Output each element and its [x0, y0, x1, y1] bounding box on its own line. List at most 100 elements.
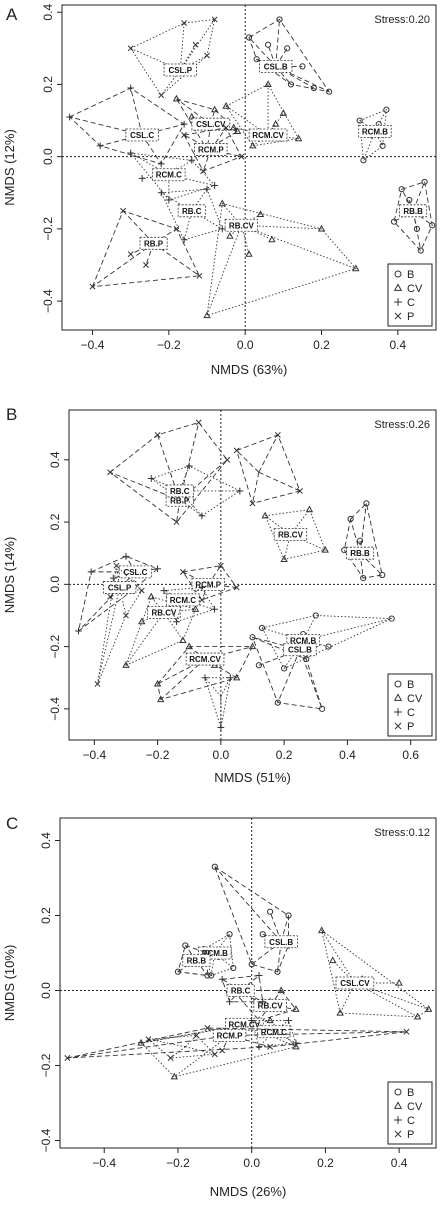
data-point [179, 568, 186, 575]
centroid-label: CSL.C [123, 568, 147, 577]
data-point [145, 1036, 152, 1043]
data-point [204, 52, 210, 59]
data-point [195, 419, 202, 426]
centroid-label: RB.C [170, 487, 190, 496]
data-point [303, 655, 310, 663]
group-spoke [183, 134, 212, 150]
legend-symbol-cross [394, 722, 402, 730]
group-spoke [180, 55, 208, 71]
data-point [347, 515, 354, 523]
data-point [208, 972, 215, 979]
data-point [138, 617, 146, 625]
data-point [424, 1005, 433, 1012]
y-tick-label: −0.4 [41, 289, 55, 313]
data-point [203, 185, 211, 193]
data-point [226, 998, 233, 1006]
centroid-label: RCM.P [198, 145, 224, 154]
stress-label: Stress:0.12 [374, 827, 430, 839]
data-point [143, 262, 149, 268]
data-point [138, 587, 145, 594]
data-point [274, 699, 281, 706]
group-spoke [142, 123, 185, 136]
group-spoke [363, 131, 376, 161]
centroid-label-box [165, 484, 194, 498]
data-point [180, 236, 188, 244]
group-hull [125, 596, 197, 667]
centroid-label-box [139, 236, 168, 250]
group-spoke [241, 224, 357, 270]
centroid-label-box [152, 168, 186, 182]
legend-label: P [407, 311, 414, 323]
data-point [203, 311, 211, 319]
centroid-label: RB.B [403, 207, 423, 216]
data-point [153, 679, 162, 687]
group-unlabeled-9 [145, 1032, 218, 1061]
data-point [127, 84, 135, 92]
data-point [256, 210, 265, 218]
data-point [279, 109, 288, 116]
group-spoke [275, 19, 280, 67]
plot-frame [68, 409, 437, 741]
data-point [360, 575, 367, 582]
x-tick-label: 0.4 [391, 1156, 408, 1170]
data-point [281, 665, 288, 672]
data-point [120, 207, 127, 214]
group-spoke [160, 192, 192, 212]
group-spoke [204, 677, 222, 697]
group-CSL.C: CSL.C [66, 84, 188, 168]
group-spoke [248, 37, 277, 67]
x-tick-label: 0.0 [237, 338, 254, 352]
data-point [266, 1016, 274, 1024]
data-point [248, 1017, 256, 1024]
data-point [173, 519, 180, 526]
data-point [274, 431, 281, 438]
group-unlabeled-13 [201, 674, 234, 731]
data-point [217, 562, 224, 569]
data-point [160, 587, 168, 594]
centroid-label: RCM.C [156, 171, 182, 180]
panel-A: −0.4 −0.2 0.0 0.2 0.4 −0.4 −0.2 0.0 0.2 0.4 NMDS (… [2, 4, 437, 377]
y-tick-label: −0.4 [39, 1128, 53, 1152]
group-spoke [204, 658, 237, 679]
data-point [299, 63, 306, 70]
group-RCM.CV: RCM.CV [222, 80, 303, 149]
data-point [158, 92, 165, 99]
data-point [196, 272, 203, 279]
data-point [292, 1042, 300, 1050]
x-tick-label: −0.2 [146, 748, 170, 762]
group-spoke [210, 149, 242, 158]
legend: B CV CP [387, 673, 433, 737]
centroid-label-box [399, 204, 428, 218]
data-point [325, 643, 332, 650]
group-RCM.C: RCM.C [160, 584, 218, 626]
legend-label: C [407, 297, 415, 309]
panel-letter: C [6, 814, 18, 833]
group-spoke [283, 640, 304, 669]
data-point [211, 863, 218, 870]
sample-groups: CSL.B RCM.BRB.B CSL.CV RB.CV RCM.CV RB.C RCM.C… [64, 863, 433, 1080]
legend-label: B [407, 269, 414, 281]
group-spoke [214, 866, 282, 943]
data-point [154, 431, 161, 438]
centroid-label: RB.P [170, 496, 190, 505]
data-point [390, 218, 398, 225]
data-point [167, 1055, 174, 1061]
data-point [204, 1025, 211, 1031]
group-hull [232, 990, 297, 1022]
data-point [294, 134, 303, 142]
centroid-label-box [273, 528, 308, 541]
centroid-label: CSL.P [108, 583, 132, 592]
data-point [157, 189, 165, 197]
y-axis-label: NMDS (10%) [2, 945, 17, 1022]
legend-label: CV [407, 283, 423, 295]
data-point [379, 142, 386, 149]
data-point [185, 462, 193, 470]
group-RB.C: RB.C [147, 462, 244, 520]
legend-symbol-circle [394, 270, 402, 278]
data-point [226, 674, 234, 682]
group-spoke [412, 181, 425, 211]
centroid-label: CSL.B [269, 938, 293, 947]
data-point [211, 1051, 218, 1058]
x-tick-label: 0.2 [276, 748, 293, 762]
